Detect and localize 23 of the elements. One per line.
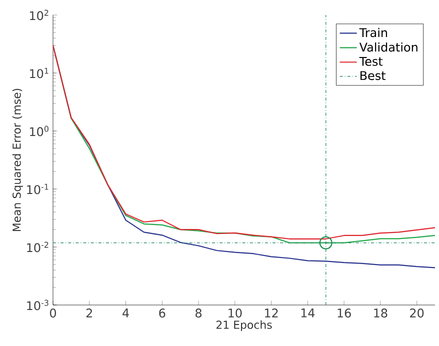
x-tick-label: 20 — [410, 308, 424, 318]
legend-label: Validation — [359, 42, 418, 52]
x-tick-label: 4 — [122, 308, 129, 318]
y-axis-title: Mean Squared Error (mse) — [12, 88, 23, 232]
x-tick-label: 0 — [50, 308, 56, 318]
y-tick-label: 10$^{1}$ — [30, 68, 48, 78]
x-tick-label: 16 — [338, 308, 351, 318]
x-tick-label: 18 — [374, 308, 388, 318]
y-tick-label: 10$^{-1}$ — [27, 184, 48, 194]
y-tick-label: 10$^{-2}$ — [27, 242, 48, 252]
x-tick-label: 14 — [301, 308, 315, 318]
y-tick-label: 10$^{2}$ — [30, 10, 48, 20]
x-tick-label: 6 — [159, 308, 166, 318]
ref-line-label: Best — [360, 71, 386, 80]
x-tick-label: 12 — [264, 308, 278, 318]
x-tick-label: 10 — [228, 308, 242, 318]
legend-label: Test — [359, 57, 383, 66]
y-tick-label: 10$^{0}$ — [30, 126, 48, 136]
x-tick-label: 2 — [86, 308, 92, 318]
legend-label: Train — [359, 28, 388, 38]
y-tick-label: 10$^{-3}$ — [27, 300, 48, 310]
x-axis-title: 21 Epochs — [216, 320, 272, 332]
x-tick-label: 8 — [196, 308, 202, 318]
